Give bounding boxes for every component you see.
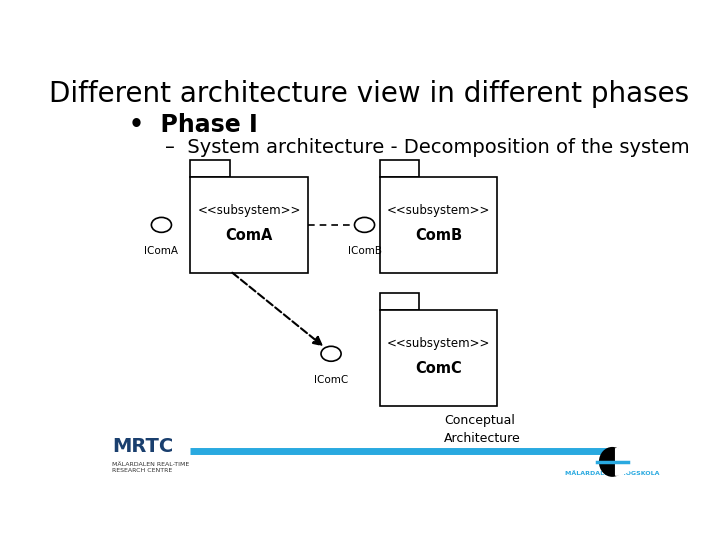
Bar <box>380 294 419 310</box>
Bar <box>380 160 419 177</box>
Text: ComB: ComB <box>415 228 462 243</box>
Text: <<subsystem>>: <<subsystem>> <box>197 204 301 217</box>
Text: –  System architecture - Decomposition of the system: – System architecture - Decomposition of… <box>166 138 690 158</box>
Circle shape <box>321 346 341 361</box>
Text: ComA: ComA <box>225 228 273 243</box>
Text: <<subsystem>>: <<subsystem>> <box>387 337 490 350</box>
Circle shape <box>151 218 171 232</box>
Bar <box>380 177 498 273</box>
Text: MRTC: MRTC <box>112 437 174 456</box>
Bar <box>190 177 307 273</box>
Text: Different architecture view in different phases: Different architecture view in different… <box>49 80 689 108</box>
Circle shape <box>354 218 374 232</box>
Text: ComC: ComC <box>415 361 462 376</box>
Bar <box>380 310 498 406</box>
Text: IComC: IComC <box>314 375 348 384</box>
Bar <box>190 160 230 177</box>
Text: <<subsystem>>: <<subsystem>> <box>387 204 490 217</box>
Text: Conceptual
Architecture: Conceptual Architecture <box>444 414 521 445</box>
Text: MÄLARDALEN REAL-TIME
RESEARCH CENTRE: MÄLARDALEN REAL-TIME RESEARCH CENTRE <box>112 462 189 474</box>
Wedge shape <box>616 449 634 475</box>
Ellipse shape <box>599 447 626 477</box>
Text: MÄLARDALENS HÖGSKOLA: MÄLARDALENS HÖGSKOLA <box>565 471 660 476</box>
Text: IComB: IComB <box>348 246 382 255</box>
Text: IComA: IComA <box>145 246 179 255</box>
Text: •  Phase I: • Phase I <box>129 113 258 137</box>
